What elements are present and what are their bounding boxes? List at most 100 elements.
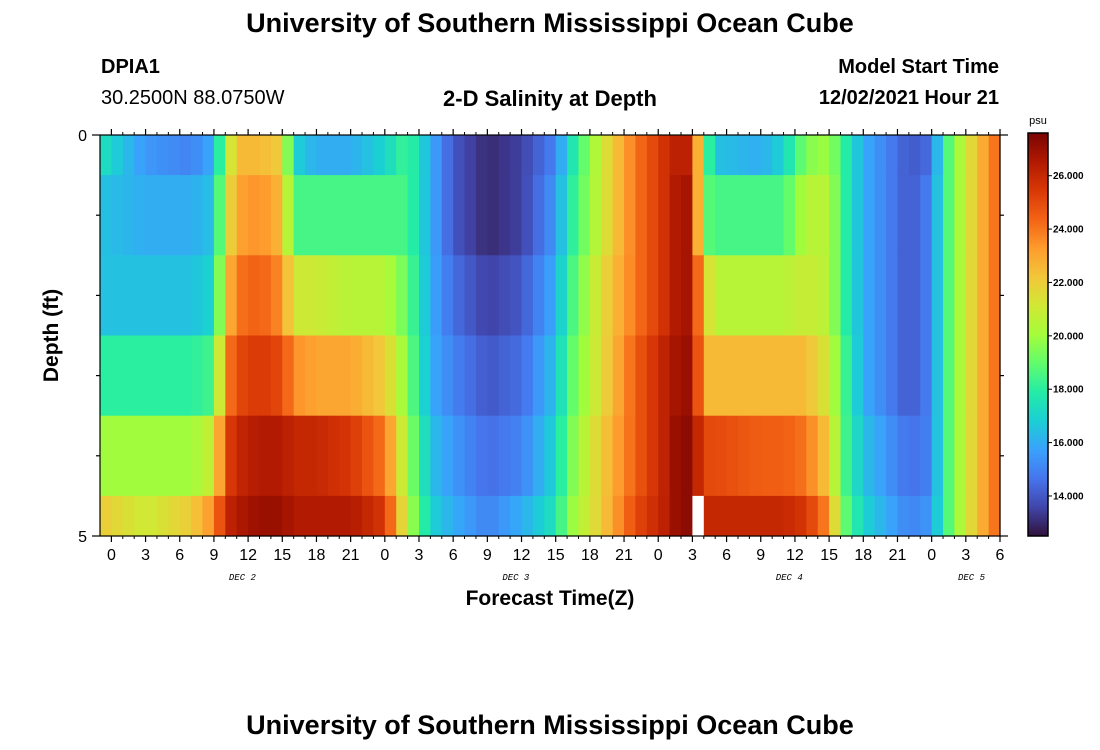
heatmap-cell xyxy=(601,255,614,337)
heatmap-cell xyxy=(453,415,466,497)
station-coordinates: 30.2500N 88.0750W xyxy=(101,87,285,109)
heatmap-cell xyxy=(612,335,625,417)
heatmap-cell xyxy=(145,135,158,176)
heatmap-cell xyxy=(817,335,830,417)
heatmap-cell xyxy=(453,495,466,537)
heatmap-cell xyxy=(897,335,910,417)
heatmap-cell xyxy=(863,135,876,176)
heatmap-cell xyxy=(589,255,602,337)
x-tick-label: 15 xyxy=(820,547,838,564)
heatmap-cell xyxy=(521,135,534,176)
x-tick-label: 12 xyxy=(786,547,804,564)
heatmap-cell xyxy=(145,415,158,497)
heatmap-cell xyxy=(624,335,637,417)
heatmap-cell xyxy=(145,255,158,337)
heatmap-cell xyxy=(612,175,625,256)
heatmap-cell xyxy=(760,495,773,537)
heatmap-cell xyxy=(897,495,910,537)
heatmap-cell xyxy=(863,335,876,417)
heatmap-cell xyxy=(327,495,340,537)
heatmap-cell xyxy=(213,335,226,417)
heatmap-cell xyxy=(578,335,591,417)
heatmap-cell xyxy=(179,175,192,256)
heatmap-cell xyxy=(681,335,694,417)
heatmap-cell xyxy=(863,415,876,497)
heatmap-cell xyxy=(658,135,671,176)
heatmap-cell xyxy=(168,495,181,537)
heatmap-cell xyxy=(259,255,272,337)
heatmap-cell xyxy=(202,175,215,256)
heatmap-cell xyxy=(156,135,169,176)
heatmap-cell xyxy=(339,175,352,256)
y-tick-label: 5 xyxy=(78,529,87,546)
heatmap-cell xyxy=(521,335,534,417)
heatmap-cell xyxy=(555,335,568,417)
heatmap-cell xyxy=(373,135,386,176)
heatmap-cell xyxy=(418,135,431,176)
x-tick-label: 3 xyxy=(415,547,424,564)
heatmap-cell xyxy=(430,495,443,537)
heatmap-cell xyxy=(783,175,796,256)
heatmap-cell xyxy=(202,255,215,337)
heatmap-cell xyxy=(100,415,112,497)
heatmap-cell xyxy=(259,135,272,176)
heatmap-cell xyxy=(658,175,671,256)
x-tick-label: 3 xyxy=(961,547,970,564)
heatmap-cell xyxy=(840,415,853,497)
heatmap-cell xyxy=(475,255,488,337)
heatmap-cell xyxy=(327,335,340,417)
heatmap-cell xyxy=(851,495,864,537)
heatmap-cell xyxy=(658,335,671,417)
heatmap-cell xyxy=(737,135,750,176)
heatmap-cell xyxy=(692,255,705,337)
heatmap-cell xyxy=(362,415,375,497)
heatmap-cell xyxy=(840,255,853,337)
heatmap-cell xyxy=(191,495,204,537)
heatmap-cell xyxy=(191,135,204,176)
heatmap-cell xyxy=(624,495,637,537)
heatmap-cell xyxy=(441,415,454,497)
heatmap-cell xyxy=(100,495,112,537)
heatmap-cell xyxy=(475,135,488,176)
heatmap-cell xyxy=(783,255,796,337)
heatmap-cell xyxy=(293,335,306,417)
colorbar-tick-label: 26.000 xyxy=(1053,171,1084,182)
heatmap-cell xyxy=(134,175,147,256)
heatmap-cell xyxy=(760,335,773,417)
heatmap-cell xyxy=(100,335,112,417)
heatmap-cell xyxy=(407,175,420,256)
heatmap-cell xyxy=(794,175,807,256)
heatmap-cell xyxy=(817,415,830,497)
heatmap-cell xyxy=(920,255,933,337)
heatmap-cell xyxy=(418,175,431,256)
heatmap-cell xyxy=(453,175,466,256)
heatmap-cell xyxy=(396,175,409,256)
heatmap-cell xyxy=(111,255,124,337)
x-tick-label: 21 xyxy=(342,547,360,564)
heatmap-cell xyxy=(988,175,1001,256)
heatmap-cell xyxy=(886,255,899,337)
heatmap-cell xyxy=(874,495,887,537)
heatmap-cell xyxy=(681,135,694,176)
heatmap-cell xyxy=(213,255,226,337)
heatmap-cell xyxy=(339,335,352,417)
heatmap-cell xyxy=(567,415,580,497)
heatmap-cell xyxy=(555,495,568,537)
heatmap-cell xyxy=(327,175,340,256)
heatmap-cell xyxy=(612,255,625,337)
heatmap-cell xyxy=(715,175,728,256)
heatmap-cell xyxy=(829,415,842,497)
heatmap-cell xyxy=(988,255,1001,337)
model-start-value: 12/02/2021 Hour 21 xyxy=(818,87,999,109)
heatmap-cell xyxy=(817,255,830,337)
heatmap-cell xyxy=(977,175,990,256)
heatmap-cell xyxy=(681,255,694,337)
heatmap-cell xyxy=(293,415,306,497)
heatmap-cell xyxy=(624,415,637,497)
heatmap-cell xyxy=(339,135,352,176)
heatmap-cell xyxy=(874,175,887,256)
heatmap-cell xyxy=(179,495,192,537)
heatmap-cell xyxy=(407,335,420,417)
heatmap-cell xyxy=(669,255,682,337)
